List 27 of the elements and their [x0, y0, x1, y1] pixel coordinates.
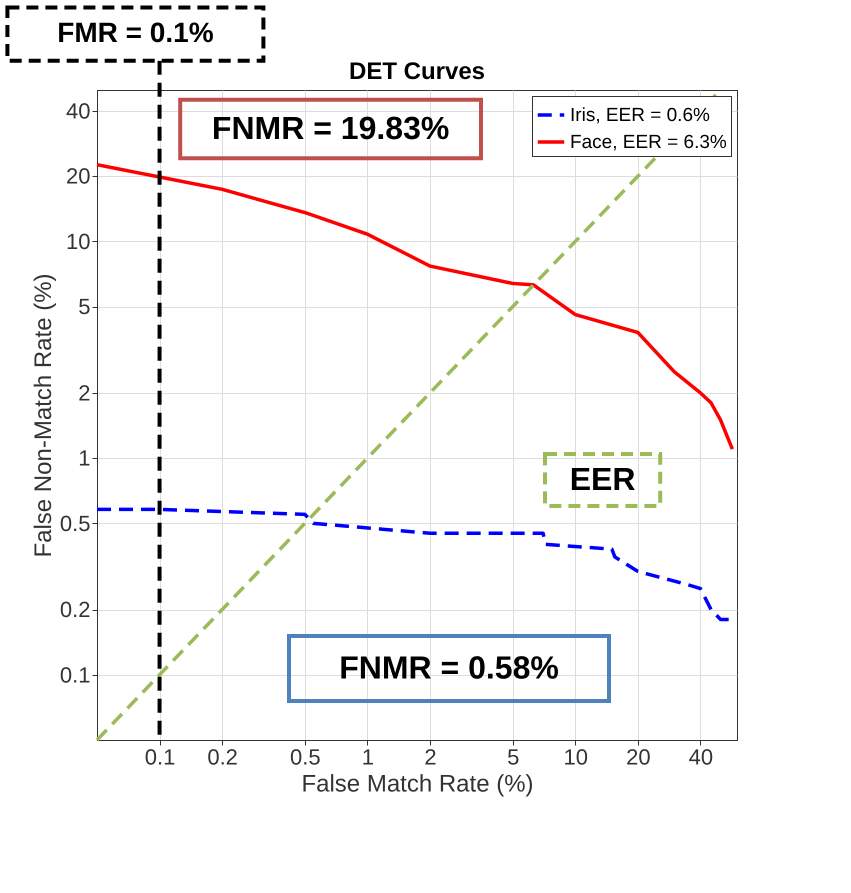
- ref-line-label: FMR = 0.1%: [57, 17, 214, 48]
- y-tick-label: 40: [66, 98, 90, 124]
- legend-label: Face, EER = 6.3%: [570, 132, 727, 153]
- y-tick-label: 2: [78, 380, 90, 406]
- chart-title: DET Curves: [348, 58, 486, 85]
- x-axis-title: False Match Rate (%): [301, 770, 534, 798]
- x-tick-label: 1: [362, 744, 374, 770]
- annotation: FNMR = 0.58%: [339, 650, 559, 686]
- y-tick-label: 10: [66, 228, 90, 254]
- legend-label: Iris, EER = 0.6%: [570, 105, 710, 126]
- y-tick-label: 0.2: [60, 597, 90, 622]
- x-tick-label: 20: [626, 744, 651, 770]
- x-tick-label: 40: [688, 744, 714, 770]
- x-tick-label: 5: [507, 744, 520, 770]
- y-tick-label: 1: [78, 446, 90, 471]
- y-tick-label: 0.1: [60, 662, 90, 688]
- y-axis-title: False Non-Match Rate (%): [30, 273, 57, 558]
- y-tick-label: 20: [66, 164, 90, 189]
- x-tick-label: 0.5: [290, 744, 321, 770]
- annotation: EER: [570, 461, 636, 497]
- y-tick-label: 0.5: [60, 510, 90, 536]
- annotation: FNMR = 19.83%: [212, 110, 450, 146]
- x-tick-label: 10: [564, 744, 588, 770]
- x-tick-label: 2: [424, 744, 437, 770]
- x-tick-label: 0.1: [144, 744, 176, 770]
- y-tick-label: 5: [78, 294, 90, 320]
- x-tick-label: 0.2: [207, 744, 238, 770]
